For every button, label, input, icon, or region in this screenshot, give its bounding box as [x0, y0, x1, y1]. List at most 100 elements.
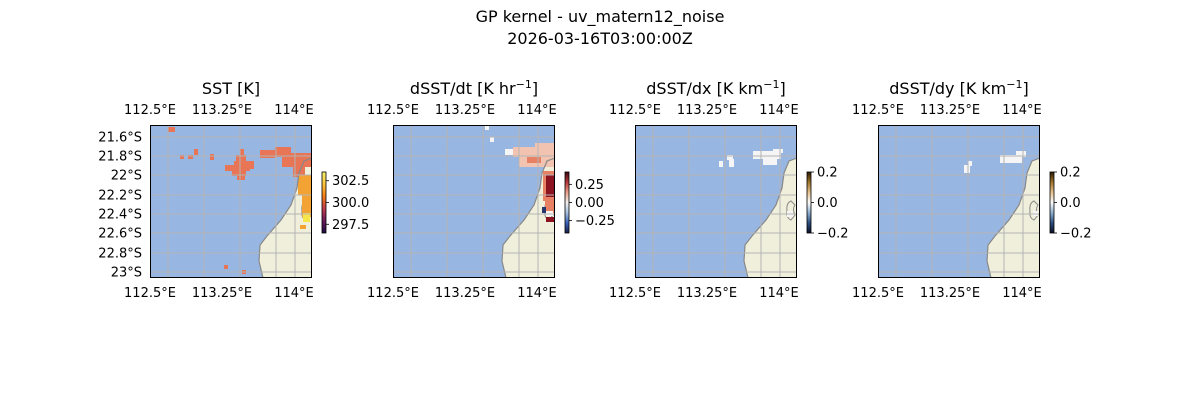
data-pixel [180, 155, 184, 159]
data-pixel [729, 159, 734, 167]
lat-tick-label: 21.8°S [98, 150, 142, 165]
title-suffix: ] [1022, 79, 1028, 98]
title-suffix: ] [532, 79, 538, 98]
colorbar-ramp [564, 171, 570, 234]
top-lon-tick-label: 114°E [1002, 103, 1042, 118]
colorbar-tick-label: −0.2 [817, 227, 849, 242]
figure-title-block: GP kernel - uv_matern12_noise 2026-03-16… [0, 6, 1200, 50]
map-panel-3: dSST/dx [K km−1] 112.5°E 113.25°E 114°E 112.… [609, 78, 849, 301]
island-shape [786, 200, 796, 221]
data-pixel [168, 127, 175, 132]
top-lon-tick-label: 112.5°E [609, 103, 661, 118]
data-pixel [237, 176, 245, 180]
lat-tick-label: 22°S [111, 169, 142, 184]
title-unit-superscript: −1 [1006, 78, 1022, 91]
bottom-lon-tick-label: 113.25°E [920, 286, 980, 301]
data-pixel [490, 137, 494, 142]
bottom-lon-tick-label: 114°E [759, 286, 799, 301]
colorbar-ramp [806, 171, 812, 234]
map-frame [878, 125, 1040, 278]
lat-tick-label: 22.6°S [98, 227, 142, 242]
map-area [878, 125, 1040, 278]
top-lon-tick-label: 112.5°E [124, 103, 176, 118]
data-pixel [246, 161, 254, 169]
lat-tick-label: 22.2°S [98, 189, 142, 204]
data-pixel [300, 225, 306, 229]
panel-title: dSST/dy [K km−1] [889, 78, 1028, 98]
colorbar-tick-label: 0.2 [1060, 166, 1081, 181]
data-pixel [964, 165, 970, 173]
map-area [150, 125, 312, 278]
colorbar-tick-label: −0.2 [1060, 227, 1092, 242]
data-pixel [240, 149, 244, 155]
map-panel-4: dSST/dy [K km−1] 112.5°E 113.25°E 114°E 112.… [852, 78, 1092, 301]
top-lon-tick-label: 114°E [274, 103, 314, 118]
data-pixel [527, 157, 541, 163]
map-frame [150, 125, 312, 278]
colorbar-tick-label: 0.2 [817, 166, 838, 181]
lat-tick-label: 22.8°S [98, 247, 142, 262]
colorbar-tick-label: 0.25 [575, 178, 604, 193]
bottom-lon-tick-label: 112.5°E [852, 286, 904, 301]
map-panel-1: SST [K] 112.5°E 113.25°E 114°E 112.5°E 113.25… [98, 79, 369, 301]
bottom-lon-tick-label: 113.25°E [435, 286, 495, 301]
data-pixel [302, 195, 312, 217]
data-pixel [505, 149, 513, 155]
data-pixel [485, 125, 489, 130]
colorbar-tick-label: 297.5 [332, 218, 369, 233]
data-pixel [763, 155, 777, 165]
bottom-lon-tick-label: 112.5°E [367, 286, 419, 301]
data-pixel [719, 161, 723, 167]
panel-title: SST [K] [202, 79, 260, 98]
data-pixel [275, 147, 291, 157]
colorbar: 302.5 300.0 297.5 [321, 171, 369, 234]
panel-title: dSST/dx [K km−1] [646, 78, 785, 98]
data-pixel [234, 161, 250, 171]
bottom-lon-tick-label: 114°E [517, 286, 557, 301]
colorbar-tick-label: 0.00 [575, 196, 604, 211]
land-fill [987, 158, 1040, 278]
top-lon-tick-label: 112.5°E [852, 103, 904, 118]
map-area [635, 125, 797, 278]
colorbar: 0.2 0.0 −0.2 [1049, 166, 1092, 242]
data-pixel [1000, 155, 1022, 163]
colorbar-tick-label: −0.25 [575, 214, 615, 229]
data-pixel [260, 150, 275, 158]
data-pixel [236, 155, 246, 161]
bottom-lon-tick-label: 114°E [274, 286, 314, 301]
data-pixel [968, 161, 972, 166]
data-pixel [210, 154, 214, 160]
colorbar-ramp [321, 171, 327, 234]
data-pixel [545, 201, 555, 213]
map-panel-2: dSST/dt [K hr−1] 112.5°E 113.25°E 114°E 112.… [367, 78, 615, 301]
data-pixel [225, 165, 235, 171]
map-area [393, 125, 555, 278]
top-lon-tick-label: 113.25°E [435, 103, 495, 118]
colorbar-tick-label: 302.5 [332, 174, 369, 189]
panel-title: dSST/dt [K hr−1] [410, 78, 538, 98]
figure-title: GP kernel - uv_matern12_noise [475, 7, 725, 26]
map-frame [635, 125, 797, 278]
colorbar: 0.2 0.0 −0.2 [806, 166, 849, 242]
colorbar-tick-label: 300.0 [332, 196, 369, 211]
data-pixel [546, 175, 555, 197]
map-frame [393, 125, 555, 278]
figure-subtitle: 2026-03-16T03:00:00Z [507, 29, 693, 48]
data-pixel [303, 213, 310, 222]
colorbar-ramp [1049, 171, 1055, 234]
bottom-lon-tick-label: 112.5°E [609, 286, 661, 301]
top-lon-tick-label: 113.25°E [677, 103, 737, 118]
data-pixel [232, 171, 246, 176]
top-lon-tick-label: 114°E [517, 103, 557, 118]
lat-tick-label: 21.6°S [98, 131, 142, 146]
title-suffix: ] [779, 79, 785, 98]
lat-tick-label: 22.4°S [98, 208, 142, 223]
top-lon-tick-label: 113.25°E [192, 103, 252, 118]
island-shape [1029, 200, 1039, 221]
data-pixel [1016, 151, 1026, 157]
data-pixel [194, 149, 198, 155]
data-pixel [546, 217, 554, 222]
land-fill [502, 158, 555, 278]
bottom-lon-tick-label: 113.25°E [192, 286, 252, 301]
